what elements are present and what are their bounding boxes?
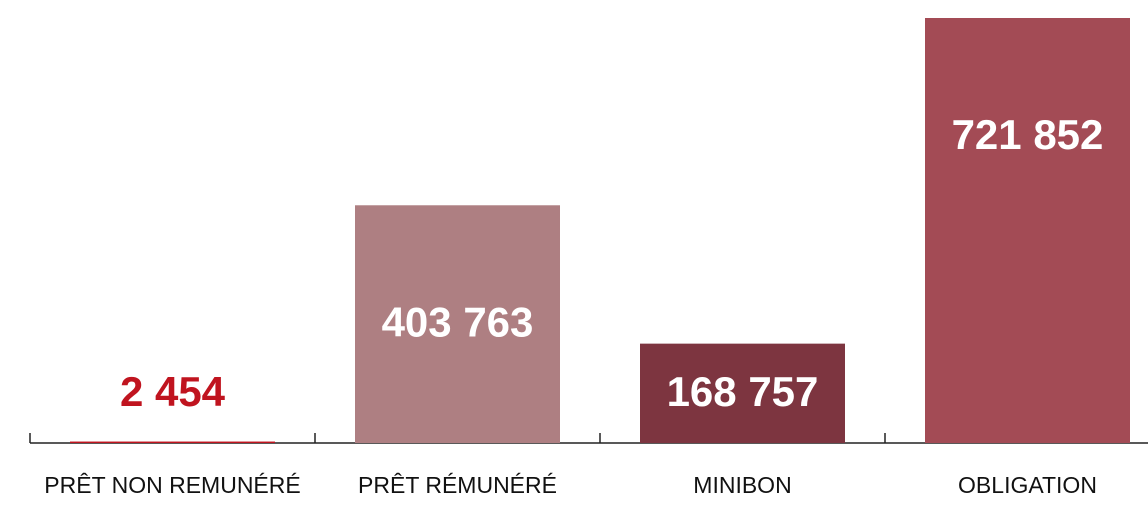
value-label: 2 454 [120, 368, 226, 415]
bar [355, 205, 560, 443]
x-tick-label: PRÊT RÉMUNÉRÉ [358, 472, 557, 498]
value-label: 721 852 [952, 111, 1104, 158]
x-tick-label: MINIBON [693, 472, 791, 498]
bar [925, 18, 1130, 443]
value-label: 403 763 [382, 298, 534, 345]
x-tick-label: PRÊT NON REMUNÉRÉ [44, 472, 300, 498]
bar [640, 343, 845, 443]
bar [70, 441, 275, 443]
x-tick-label: OBLIGATION [958, 472, 1097, 498]
value-label: 168 757 [667, 368, 819, 415]
